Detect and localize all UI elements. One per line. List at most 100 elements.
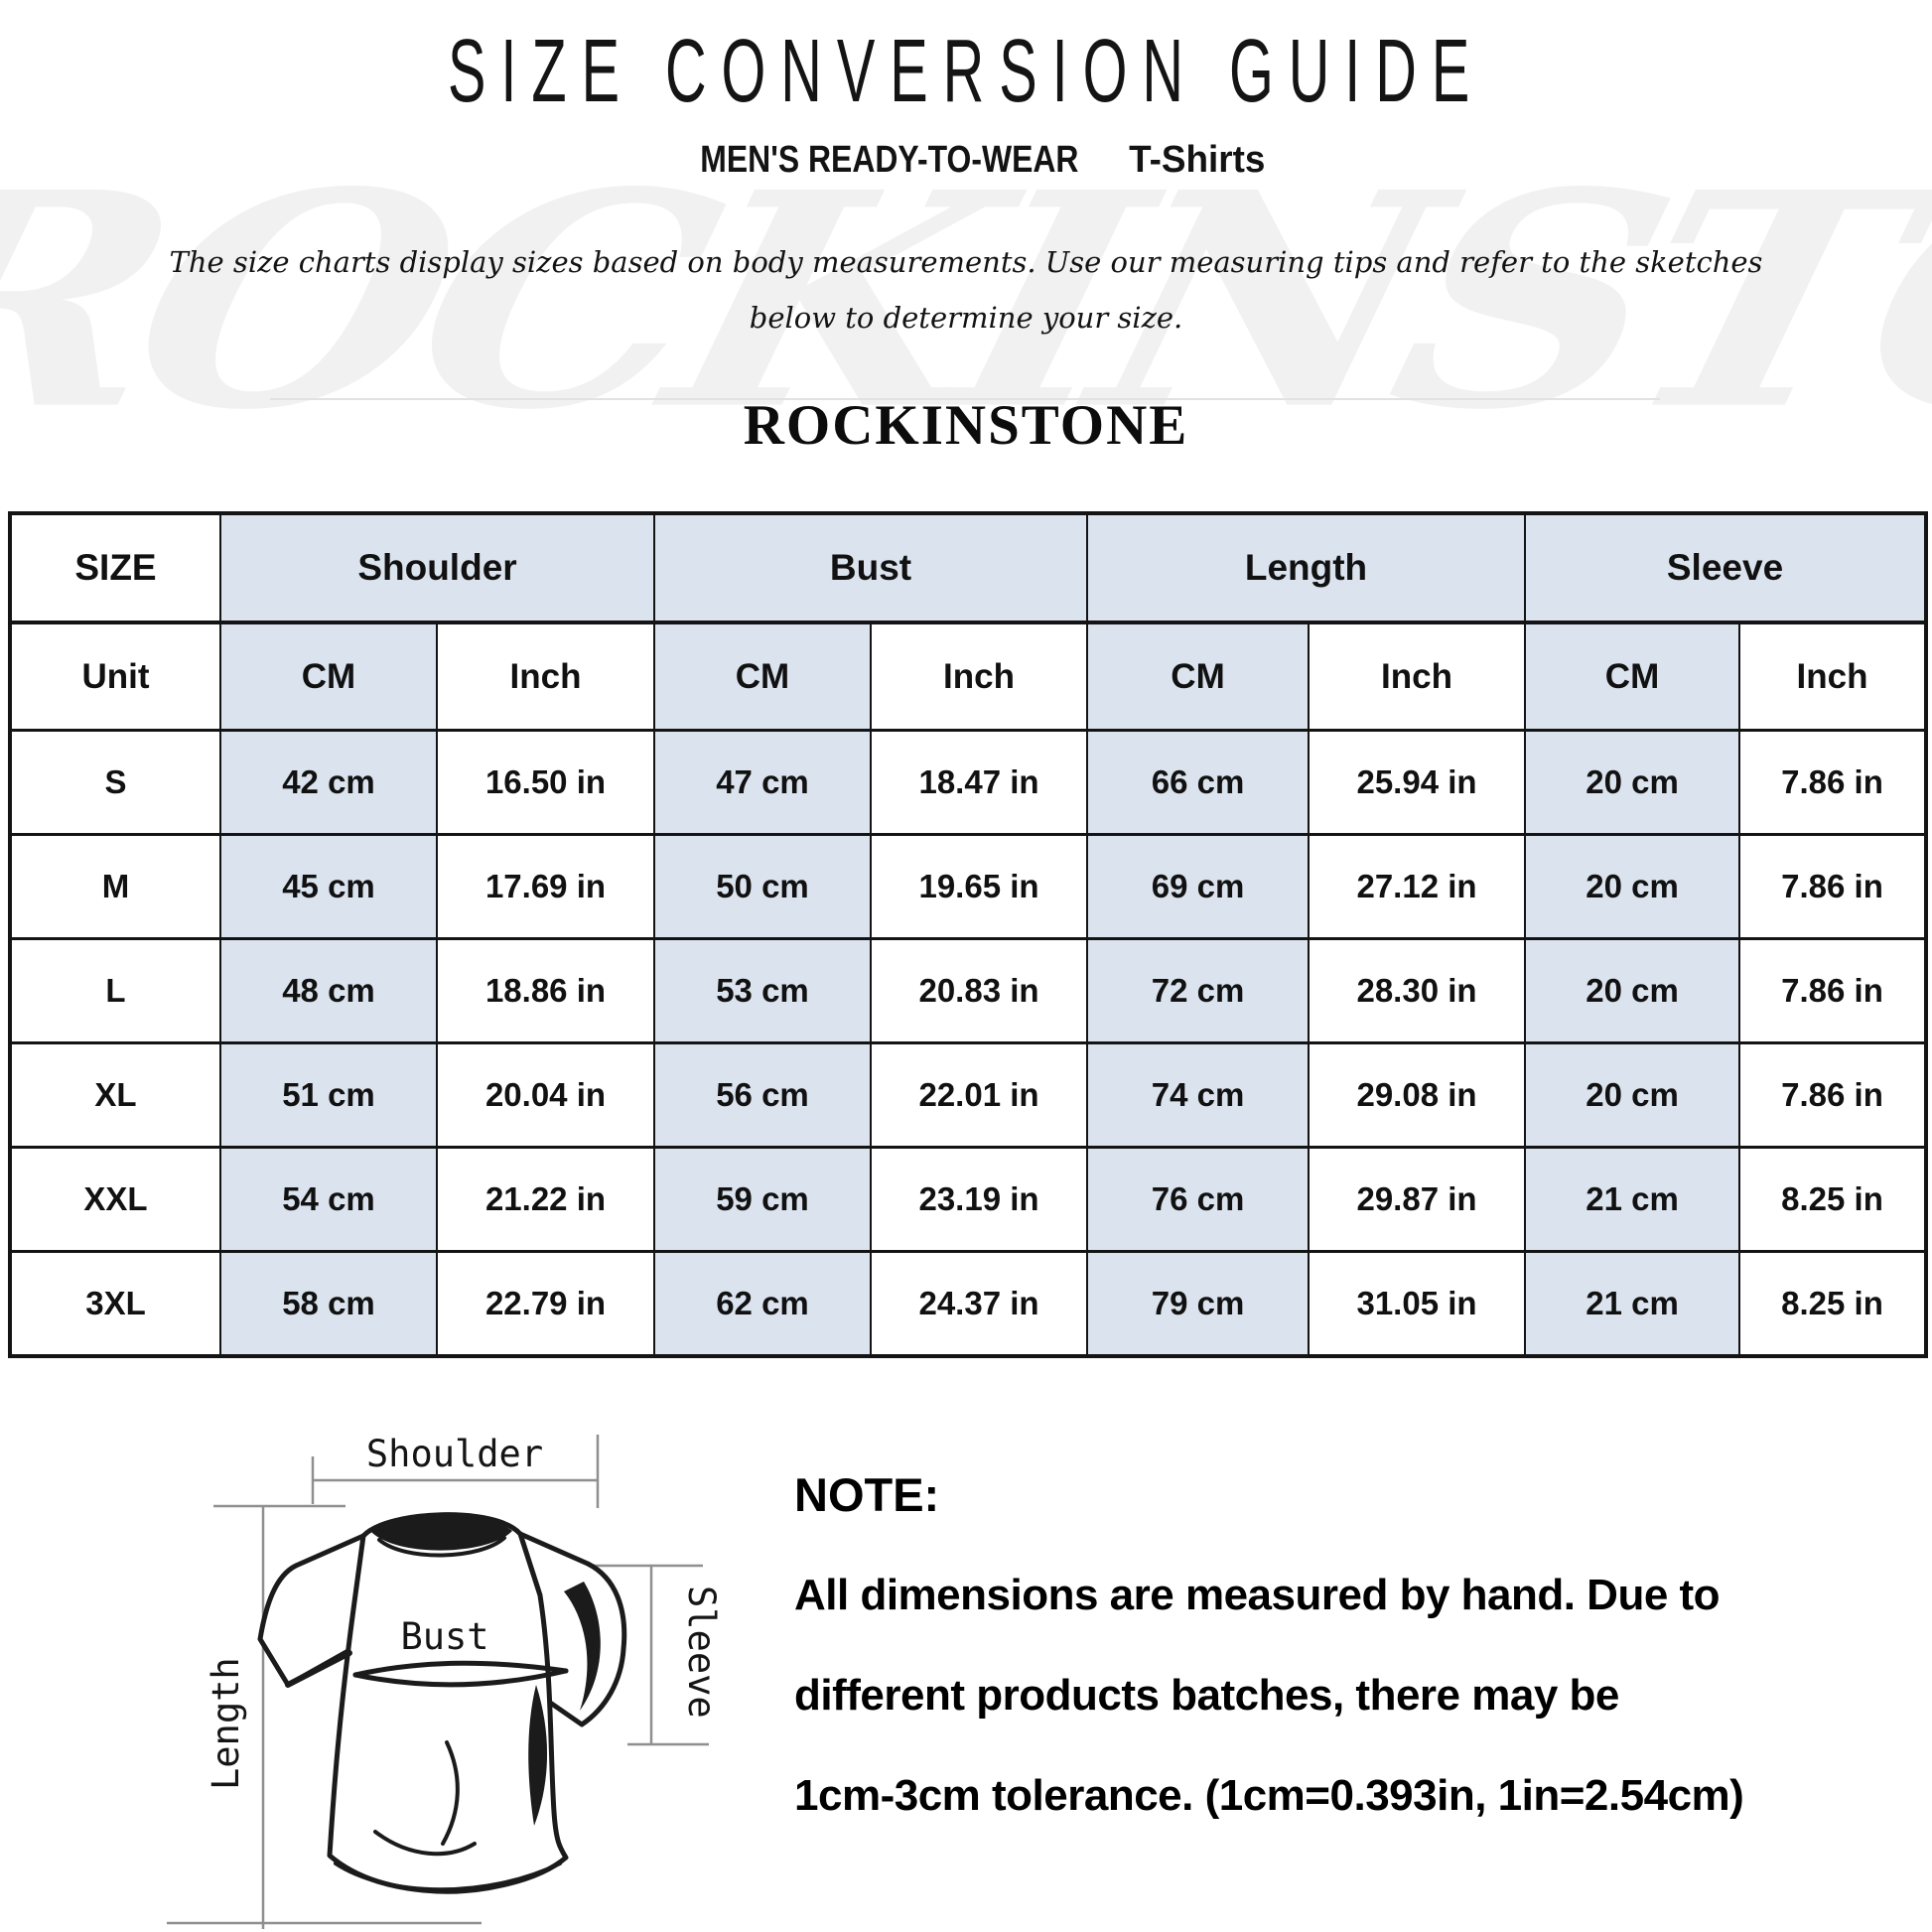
value-cell: 18.47 in xyxy=(869,729,1089,836)
value-cell: 72 cm xyxy=(1086,937,1311,1044)
table-row: S 42 cm 16.50 in 47 cm 18.47 in 66 cm 25… xyxy=(9,729,1928,836)
value-cell: 7.86 in xyxy=(1738,729,1928,836)
value-cell: 7.86 in xyxy=(1738,1041,1928,1149)
value-cell: 7.86 in xyxy=(1738,833,1928,940)
value-cell: 8.25 in xyxy=(1738,1146,1928,1253)
unit-cm: CM xyxy=(653,621,872,732)
size-cell: M xyxy=(9,833,221,940)
value-cell: 8.25 in xyxy=(1738,1250,1928,1358)
shoulder-measure-label: Shoulder xyxy=(366,1433,543,1475)
subtitle-category: MEN'S READY-TO-WEAR xyxy=(700,139,1079,181)
unit-cm: CM xyxy=(1524,621,1741,732)
note-line-1: All dimensions are measured by hand. Due… xyxy=(794,1571,1721,1619)
value-cell: 27.12 in xyxy=(1308,833,1527,940)
value-cell: 20 cm xyxy=(1524,833,1741,940)
value-cell: 19.65 in xyxy=(869,833,1089,940)
value-cell: 21.22 in xyxy=(436,1146,655,1253)
value-cell: 28.30 in xyxy=(1308,937,1527,1044)
divider-line xyxy=(270,398,1660,400)
bust-measure-label: Bust xyxy=(400,1615,488,1658)
description-text: The size charts display sizes based on b… xyxy=(0,234,1932,345)
subtitle-product: T-Shirts xyxy=(1129,139,1266,181)
table-row: 3XL 58 cm 22.79 in 62 cm 24.37 in 79 cm … xyxy=(9,1250,1928,1358)
note-line-3: 1cm-3cm tolerance. (1cm=0.393in, 1in=2.5… xyxy=(794,1771,1744,1820)
size-cell: XXL xyxy=(9,1146,221,1253)
header-size: SIZE xyxy=(9,511,221,624)
value-cell: 47 cm xyxy=(653,729,872,836)
value-cell: 53 cm xyxy=(653,937,872,1044)
value-cell: 7.86 in xyxy=(1738,937,1928,1044)
value-cell: 66 cm xyxy=(1086,729,1311,836)
note-section: NOTE: All dimensions are measured by han… xyxy=(794,1446,1886,1846)
sleeve-measure-label: Sleeve xyxy=(680,1586,723,1719)
unit-inch: Inch xyxy=(1738,621,1928,732)
page-title: SIZE CONVERSION GUIDE xyxy=(0,20,1932,120)
header-length: Length xyxy=(1086,511,1527,624)
value-cell: 20 cm xyxy=(1524,937,1741,1044)
value-cell: 22.01 in xyxy=(869,1041,1089,1149)
tshirt-diagram: Shoulder Bust Length Sleeve xyxy=(167,1433,723,1929)
value-cell: 54 cm xyxy=(219,1146,438,1253)
value-cell: 29.87 in xyxy=(1308,1146,1527,1253)
table-unit-row: Unit CM Inch CM Inch CM Inch CM Inch xyxy=(9,621,1928,732)
tshirt-drawing xyxy=(257,1512,627,1894)
table-row: M 45 cm 17.69 in 50 cm 19.65 in 69 cm 27… xyxy=(9,833,1928,940)
value-cell: 50 cm xyxy=(653,833,872,940)
brand-name: ROCKINSTONE xyxy=(743,394,1189,457)
value-cell: 58 cm xyxy=(219,1250,438,1358)
value-cell: 62 cm xyxy=(653,1250,872,1358)
value-cell: 74 cm xyxy=(1086,1041,1311,1149)
value-cell: 59 cm xyxy=(653,1146,872,1253)
size-conversion-table: SIZE Shoulder Bust Length Sleeve Unit CM… xyxy=(8,511,1929,1358)
page-title-text: SIZE CONVERSION GUIDE xyxy=(447,21,1485,120)
value-cell: 25.94 in xyxy=(1308,729,1527,836)
header-shoulder: Shoulder xyxy=(219,511,655,624)
value-cell: 21 cm xyxy=(1524,1250,1741,1358)
header-bust: Bust xyxy=(652,511,1089,624)
table-row: XXL 54 cm 21.22 in 59 cm 23.19 in 76 cm … xyxy=(9,1146,1928,1253)
unit-cm: CM xyxy=(219,621,438,732)
size-cell: L xyxy=(9,937,221,1044)
value-cell: 23.19 in xyxy=(869,1146,1089,1253)
table-header-row: SIZE Shoulder Bust Length Sleeve xyxy=(9,511,1928,624)
unit-inch: Inch xyxy=(436,621,655,732)
measure-lines xyxy=(167,1435,709,1929)
header-sleeve: Sleeve xyxy=(1524,511,1928,624)
unit-inch: Inch xyxy=(869,621,1089,732)
diagram-labels: Shoulder Bust Length Sleeve xyxy=(205,1433,723,1790)
value-cell: 21 cm xyxy=(1524,1146,1741,1253)
size-cell: 3XL xyxy=(9,1250,221,1358)
value-cell: 69 cm xyxy=(1086,833,1311,940)
note-heading: NOTE: xyxy=(794,1468,940,1521)
value-cell: 20.83 in xyxy=(869,937,1089,1044)
value-cell: 24.37 in xyxy=(869,1250,1089,1358)
value-cell: 20 cm xyxy=(1524,729,1741,836)
table-row: L 48 cm 18.86 in 53 cm 20.83 in 72 cm 28… xyxy=(9,937,1928,1044)
value-cell: 31.05 in xyxy=(1308,1250,1527,1358)
value-cell: 17.69 in xyxy=(436,833,655,940)
value-cell: 16.50 in xyxy=(436,729,655,836)
table-row: XL 51 cm 20.04 in 56 cm 22.01 in 74 cm 2… xyxy=(9,1041,1928,1149)
description-line-2: below to determine your size. xyxy=(749,301,1183,335)
value-cell: 42 cm xyxy=(219,729,438,836)
length-measure-label: Length xyxy=(205,1657,247,1790)
value-cell: 51 cm xyxy=(219,1041,438,1149)
value-cell: 20 cm xyxy=(1524,1041,1741,1149)
unit-label: Unit xyxy=(9,621,221,732)
page-subtitle: MEN'S READY-TO-WEAR T-Shirts xyxy=(0,139,1932,182)
size-cell: S xyxy=(9,729,221,836)
value-cell: 79 cm xyxy=(1086,1250,1311,1358)
value-cell: 29.08 in xyxy=(1308,1041,1527,1149)
value-cell: 76 cm xyxy=(1086,1146,1311,1253)
size-cell: XL xyxy=(9,1041,221,1149)
unit-inch: Inch xyxy=(1308,621,1527,732)
description-line-1: The size charts display sizes based on b… xyxy=(169,245,1763,279)
value-cell: 56 cm xyxy=(653,1041,872,1149)
value-cell: 45 cm xyxy=(219,833,438,940)
unit-cm: CM xyxy=(1086,621,1311,732)
note-line-2: different products batches, there may be xyxy=(794,1671,1619,1720)
value-cell: 22.79 in xyxy=(436,1250,655,1358)
value-cell: 18.86 in xyxy=(436,937,655,1044)
value-cell: 20.04 in xyxy=(436,1041,655,1149)
